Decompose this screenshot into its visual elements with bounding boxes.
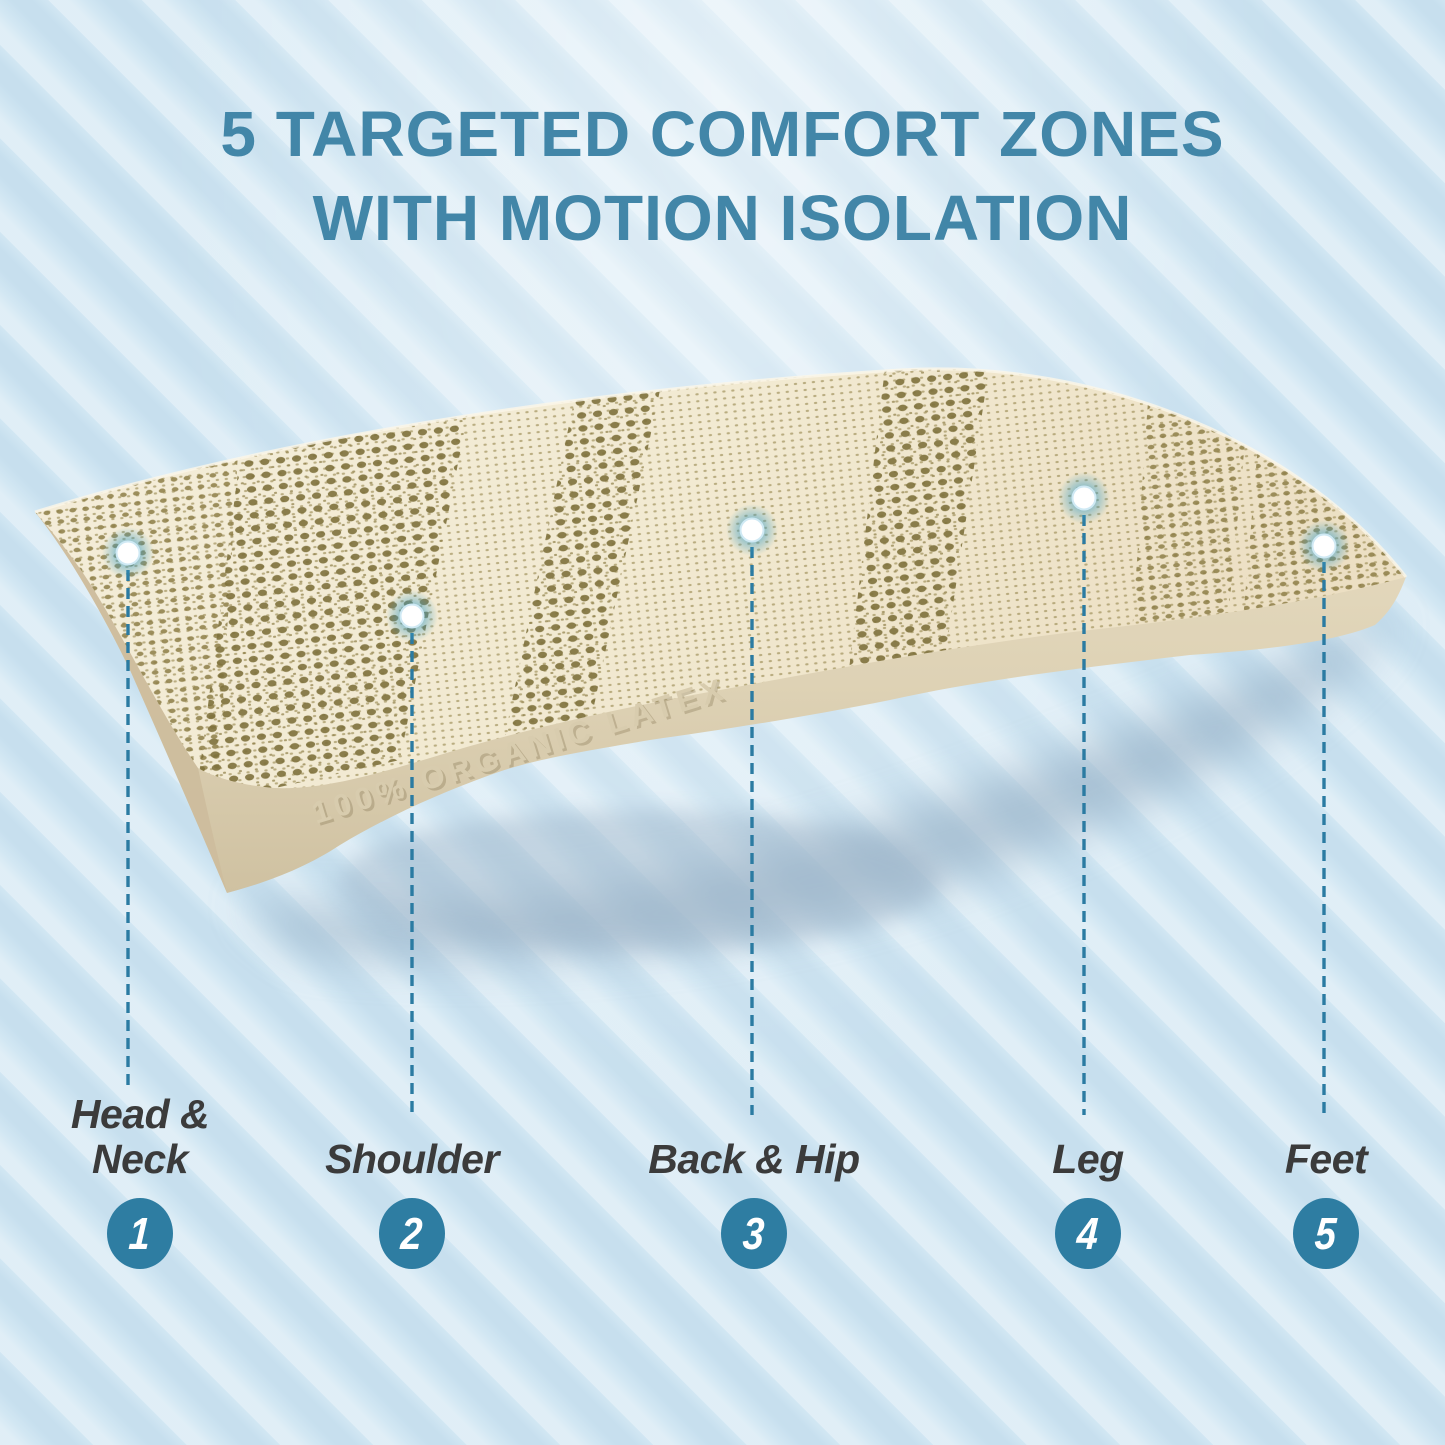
mattress-shadow <box>240 615 1395 960</box>
zone-marker-1 <box>102 527 154 579</box>
zone-marker-dot <box>739 517 765 543</box>
zone-marker-3 <box>726 504 778 556</box>
zone-marker-dot <box>399 603 425 629</box>
perforation-band-1 <box>195 402 470 789</box>
title-line-2: WITH MOTION ISOLATION <box>312 182 1133 255</box>
zone-marker-4 <box>1058 472 1110 524</box>
zone-marker-lines <box>126 515 1326 1115</box>
mattress-back-edge-highlight <box>34 367 1408 578</box>
zone-markers <box>102 472 1350 642</box>
zone-marker-2 <box>386 590 438 642</box>
mattress-shadow-soft <box>340 810 940 950</box>
zone-marker-dot <box>115 540 141 566</box>
page-title: 5 TARGETED COMFORT ZONES WITH MOTION ISO… <box>0 92 1445 261</box>
title-line-1: 5 TARGETED COMFORT ZONES <box>220 98 1225 170</box>
zone-marker-dot <box>1071 485 1097 511</box>
perforation-band-3 <box>845 368 990 703</box>
zone-marker-5 <box>1298 520 1350 572</box>
perforation-band-4 <box>1130 372 1250 662</box>
zone-marker-dot <box>1311 533 1337 559</box>
perforation-band-2 <box>505 390 660 735</box>
